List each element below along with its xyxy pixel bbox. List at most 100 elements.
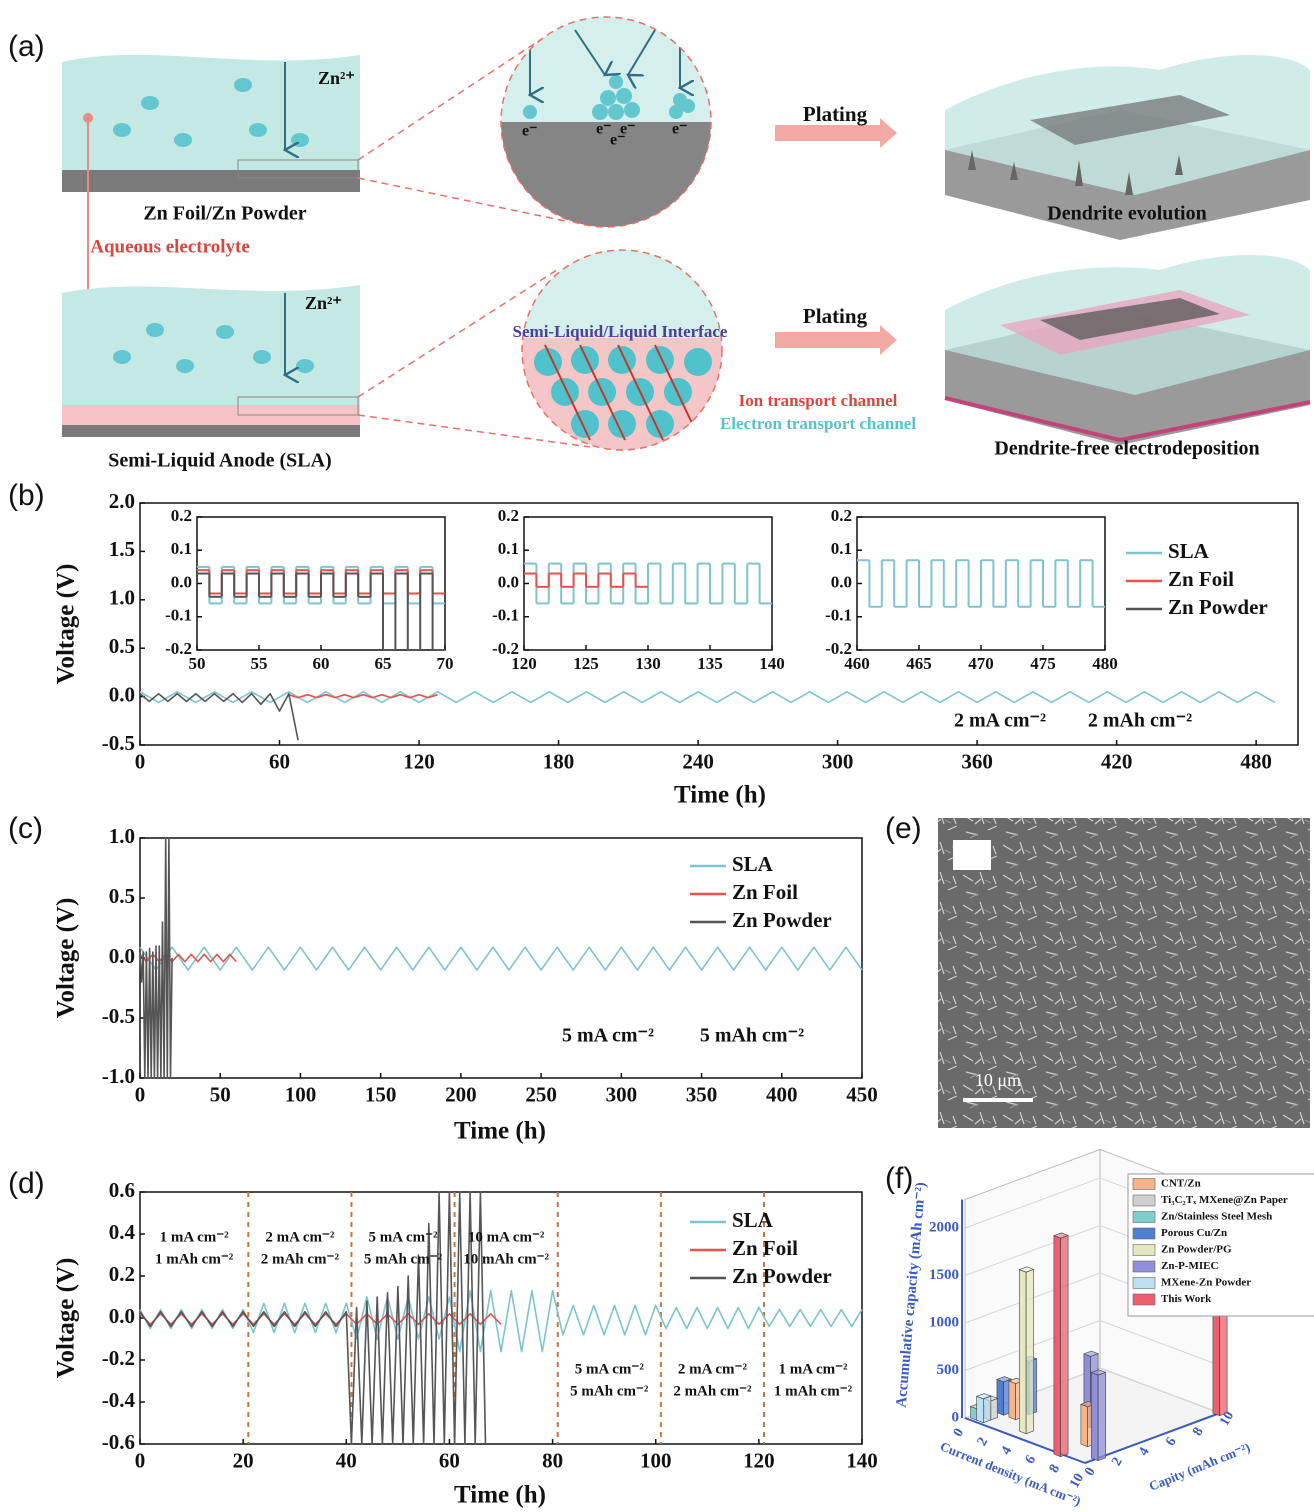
x-tick-label: 450 xyxy=(846,1083,878,1107)
x-tick-label: 470 xyxy=(968,654,994,673)
bar-front xyxy=(977,1396,984,1422)
x-tick-label: 0 xyxy=(135,1083,146,1107)
electron-label: e⁻ xyxy=(522,123,538,140)
z-tick-label: 1500 xyxy=(929,1267,959,1283)
slab-bottom xyxy=(945,255,1310,445)
y-tick-label: -0.2 xyxy=(825,639,852,658)
y-tick-label: 1.0 xyxy=(109,824,135,848)
bar-front xyxy=(1019,1270,1026,1434)
x-axis-title: Time (h) xyxy=(674,782,766,809)
x-tick-label: 80 xyxy=(542,1449,563,1473)
bar-front xyxy=(1054,1236,1061,1457)
y-tick-label: -0.1 xyxy=(825,606,852,625)
x-tick-label: 4 xyxy=(999,1444,1015,1458)
annotation: 2 mA cm⁻² xyxy=(954,710,1046,732)
y-tick-label: 0.1 xyxy=(831,539,852,558)
y-tick-label: 4 xyxy=(1136,1445,1152,1459)
z-axis-title: Accumulative capacity (mAh cm⁻²) xyxy=(894,1182,930,1409)
x-tick-label: 150 xyxy=(365,1083,397,1107)
z-tick-label: 2000 xyxy=(929,1219,959,1235)
y-tick-label: 1.0 xyxy=(109,586,135,610)
bottom-result: Dendrite-free electrodeposition xyxy=(994,438,1259,460)
y-tick-label: 0.2 xyxy=(831,506,852,525)
y-tick-label: -0.4 xyxy=(102,1388,136,1412)
z-tick-label: 500 xyxy=(937,1362,960,1378)
y-tick-label: -0.1 xyxy=(492,606,519,625)
x-tick-label: 65 xyxy=(375,654,392,673)
x-tick-label: 0 xyxy=(135,750,146,774)
x-tick-label: 120 xyxy=(403,750,435,774)
sem-image: 10 μm xyxy=(938,818,1310,1128)
y-tick-label: 0.5 xyxy=(109,884,135,908)
legend-label: Zn Powder xyxy=(732,1264,832,1288)
annotation: 10 mA cm⁻² xyxy=(468,1229,545,1245)
x-tick-label: 8 xyxy=(1047,1462,1063,1476)
x-axis-title: Time (h) xyxy=(454,1118,546,1145)
x-tick-label: 465 xyxy=(906,654,932,673)
x-tick-label: 180 xyxy=(543,750,575,774)
x-tick-label: 50 xyxy=(210,1083,231,1107)
legend-label: SLA xyxy=(732,852,774,876)
legend-swatch xyxy=(1133,1212,1155,1223)
series-line xyxy=(140,954,236,961)
ion-label: Zn²⁺ xyxy=(318,68,355,88)
y-tick-label: -0.1 xyxy=(165,606,192,625)
y-tick-label: -0.5 xyxy=(102,731,135,755)
bar-front xyxy=(997,1379,1004,1415)
legend-label: Ti₃C₂Tₓ MXene@Zn Paper xyxy=(1161,1194,1288,1206)
x-tick-label: 120 xyxy=(743,1449,775,1473)
bar-side xyxy=(1098,1372,1106,1460)
legend-label: CNT/Zn xyxy=(1161,1178,1201,1190)
bar-side xyxy=(1220,1313,1228,1416)
y-tick-label: 0.0 xyxy=(171,572,192,591)
legend-swatch xyxy=(1133,1195,1155,1206)
legend-swatch xyxy=(1133,1179,1155,1190)
annotation: 5 mAh cm⁻² xyxy=(700,1025,804,1047)
bar-side xyxy=(983,1396,991,1423)
x-tick-label: 300 xyxy=(822,750,854,774)
bar-front xyxy=(1213,1313,1220,1415)
annotation: 5 mA cm⁻² xyxy=(575,1361,645,1377)
y-tick-label: 0.2 xyxy=(171,506,192,525)
x-tick-label: 240 xyxy=(682,750,714,774)
x-tick-label: 135 xyxy=(697,654,723,673)
bar-side xyxy=(1026,1269,1034,1433)
legend-label: Zn/Stainless Steel Mesh xyxy=(1161,1211,1272,1223)
annotation: 10 mAh cm⁻² xyxy=(463,1251,549,1267)
x-tick-label: 360 xyxy=(961,750,993,774)
annotation: 5 mAh cm⁻² xyxy=(570,1383,649,1399)
annotation: 5 mA cm⁻² xyxy=(562,1025,654,1047)
y-tick-label: -1.0 xyxy=(102,1064,135,1088)
y-tick-label: 0.0 xyxy=(109,682,135,706)
electron-label: e⁻ xyxy=(620,121,636,138)
y-tick-label: 0.6 xyxy=(109,1178,135,1202)
legend-label: SLA xyxy=(1168,539,1210,563)
x-tick-label: 100 xyxy=(640,1449,672,1473)
y-tick-label: -0.2 xyxy=(492,639,519,658)
y-tick-label: -0.2 xyxy=(102,1346,135,1370)
x-tick-label: 60 xyxy=(439,1449,460,1473)
annotation: 5 mAh cm⁻² xyxy=(364,1251,443,1267)
electrolyte xyxy=(62,55,360,170)
y-tick-label: 2.0 xyxy=(109,489,135,513)
plating-label: Plating xyxy=(803,102,868,126)
y-tick-label: 0.1 xyxy=(498,539,519,558)
x-tick-label: 0 xyxy=(951,1426,967,1440)
x-tick-label: 2 xyxy=(975,1435,991,1449)
electron-channel-label: Electron transport channel xyxy=(720,414,916,433)
y-axis-title: Capity (mAh cm⁻²) xyxy=(1147,1439,1252,1493)
figure: Zn²⁺ Zn Foil/Zn Powder Aqueous electroly… xyxy=(0,0,1314,1512)
legend-label: SLA xyxy=(732,1208,774,1232)
x-tick-label: 250 xyxy=(525,1083,557,1107)
x-tick-label: 70 xyxy=(437,654,454,673)
x-tick-label: 140 xyxy=(846,1449,878,1473)
annotation: 5 mA cm⁻² xyxy=(368,1229,438,1245)
y-tick-label: -0.6 xyxy=(102,1430,135,1454)
x-tick-label: 60 xyxy=(313,654,330,673)
legend-swatch xyxy=(1133,1245,1155,1256)
y-tick-label: 0.0 xyxy=(498,572,519,591)
panel-label: (d) xyxy=(8,1167,45,1200)
bottom-label: Semi-Liquid Anode (SLA) xyxy=(108,450,331,472)
legend-label: MXene-Zn Powder xyxy=(1161,1277,1251,1289)
series-line xyxy=(140,692,1275,703)
